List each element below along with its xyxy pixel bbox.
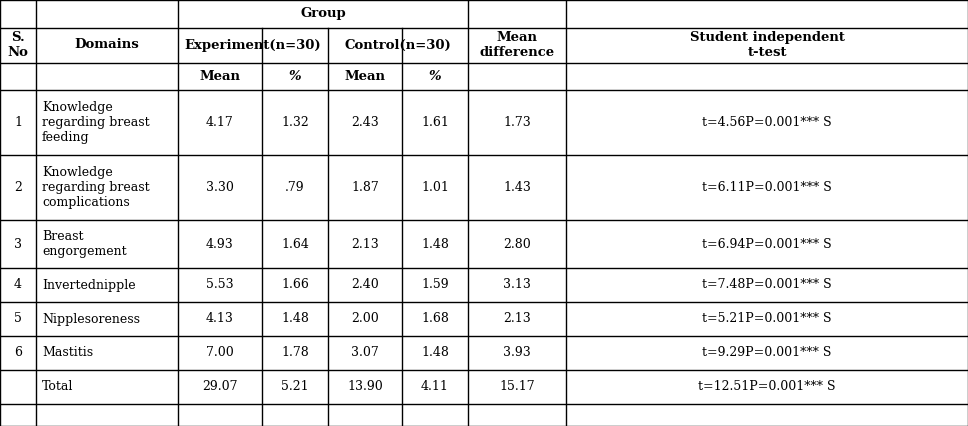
Text: .79: .79	[286, 181, 305, 194]
Text: t=7.48P=0.001*** S: t=7.48P=0.001*** S	[702, 279, 832, 291]
Text: Invertednipple: Invertednipple	[42, 279, 136, 291]
Text: 2.43: 2.43	[351, 116, 378, 129]
Text: 4.11: 4.11	[421, 380, 449, 394]
Text: 3.30: 3.30	[206, 181, 234, 194]
Text: Breast
engorgement: Breast engorgement	[42, 230, 127, 258]
Text: Domains: Domains	[75, 38, 139, 52]
Text: 5.53: 5.53	[206, 279, 234, 291]
Text: 1.78: 1.78	[281, 346, 309, 360]
Text: 3: 3	[14, 238, 22, 250]
Text: 4.93: 4.93	[206, 238, 234, 250]
Text: t=4.56P=0.001*** S: t=4.56P=0.001*** S	[702, 116, 832, 129]
Text: 1.66: 1.66	[281, 279, 309, 291]
Text: Knowledge
regarding breast
feeding: Knowledge regarding breast feeding	[42, 101, 150, 144]
Text: 1.48: 1.48	[421, 346, 449, 360]
Text: 2.80: 2.80	[503, 238, 530, 250]
Text: 4: 4	[14, 279, 22, 291]
Text: Total: Total	[42, 380, 74, 394]
Text: 2.40: 2.40	[351, 279, 378, 291]
Text: 7.00: 7.00	[206, 346, 234, 360]
Text: Experiment(n=30): Experiment(n=30)	[185, 39, 321, 52]
Text: t=9.29P=0.001*** S: t=9.29P=0.001*** S	[703, 346, 832, 360]
Text: 1.61: 1.61	[421, 116, 449, 129]
Text: 1.59: 1.59	[421, 279, 449, 291]
Text: 1.68: 1.68	[421, 313, 449, 325]
Text: 2.00: 2.00	[351, 313, 378, 325]
Text: S.
No: S. No	[8, 31, 28, 59]
Text: 1.32: 1.32	[281, 116, 309, 129]
Text: t=5.21P=0.001*** S: t=5.21P=0.001*** S	[702, 313, 832, 325]
Text: Mean
difference: Mean difference	[479, 31, 555, 59]
Text: 3.93: 3.93	[503, 346, 530, 360]
Text: Student independent
t-test: Student independent t-test	[689, 31, 844, 59]
Text: 29.07: 29.07	[202, 380, 238, 394]
Text: 1.48: 1.48	[281, 313, 309, 325]
Text: 1.87: 1.87	[351, 181, 378, 194]
Text: Mean: Mean	[199, 70, 240, 83]
Text: t=6.94P=0.001*** S: t=6.94P=0.001*** S	[702, 238, 832, 250]
Text: t=6.11P=0.001*** S: t=6.11P=0.001*** S	[702, 181, 832, 194]
Text: Nipplesoreness: Nipplesoreness	[42, 313, 140, 325]
Text: Mean: Mean	[345, 70, 385, 83]
Text: 5: 5	[15, 313, 22, 325]
Text: 2.13: 2.13	[503, 313, 530, 325]
Text: %: %	[429, 70, 441, 83]
Text: 4.17: 4.17	[206, 116, 234, 129]
Text: %: %	[288, 70, 301, 83]
Text: Knowledge
regarding breast
complications: Knowledge regarding breast complications	[42, 166, 150, 209]
Text: Group: Group	[300, 8, 346, 20]
Text: 1.48: 1.48	[421, 238, 449, 250]
Text: 6: 6	[14, 346, 22, 360]
Text: 15.17: 15.17	[499, 380, 534, 394]
Text: 5.21: 5.21	[281, 380, 309, 394]
Text: 1.64: 1.64	[281, 238, 309, 250]
Text: 13.90: 13.90	[348, 380, 383, 394]
Text: 1.43: 1.43	[503, 181, 530, 194]
Text: 4.13: 4.13	[206, 313, 234, 325]
Text: 1.73: 1.73	[503, 116, 530, 129]
Text: 1: 1	[14, 116, 22, 129]
Text: t=12.51P=0.001*** S: t=12.51P=0.001*** S	[698, 380, 835, 394]
Text: 2.13: 2.13	[351, 238, 378, 250]
Text: 2: 2	[15, 181, 22, 194]
Text: Control(n=30): Control(n=30)	[345, 39, 451, 52]
Text: 3.13: 3.13	[503, 279, 530, 291]
Text: Mastitis: Mastitis	[42, 346, 93, 360]
Text: 1.01: 1.01	[421, 181, 449, 194]
Text: 3.07: 3.07	[351, 346, 378, 360]
